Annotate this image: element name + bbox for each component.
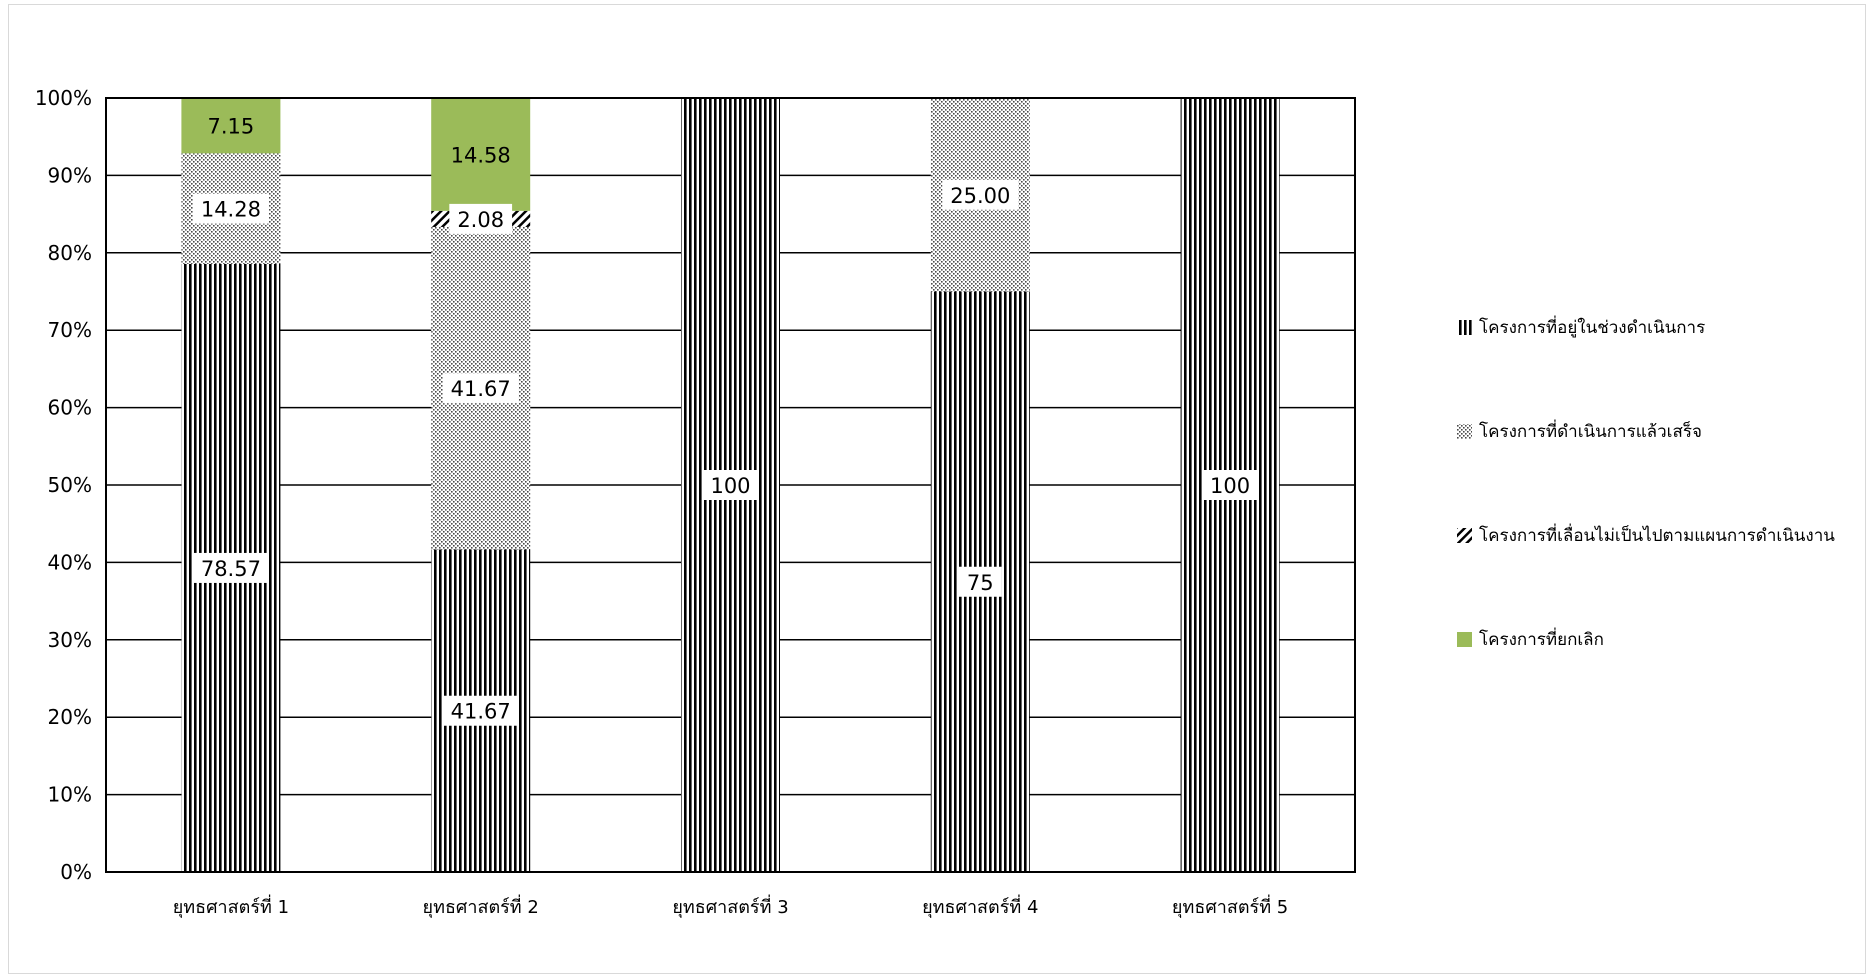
y-tick-label: 0% <box>60 860 92 884</box>
x-tick-label: ยุทธศาสตร์ที่ 2 <box>423 894 539 918</box>
bar-segment <box>181 98 281 154</box>
data-label: 14.28 <box>192 193 269 224</box>
y-tick-label: 70% <box>48 318 92 342</box>
data-label-text: 2.08 <box>457 208 504 232</box>
data-label-box <box>192 552 269 583</box>
y-tick-label: 50% <box>48 473 92 497</box>
data-label-box <box>442 695 519 726</box>
y-tick-label: 90% <box>48 163 92 187</box>
data-label-text: 78.57 <box>201 557 261 581</box>
data-label-box <box>942 179 1019 210</box>
data-label: 25.00 <box>942 179 1019 210</box>
data-label-text: 25.00 <box>950 184 1010 208</box>
data-label-text: 14.28 <box>201 198 261 222</box>
data-label-text: 100 <box>1210 474 1250 498</box>
legend-label: โครงการที่ดำเนินการแล้วเสร็จ <box>1479 419 1702 442</box>
y-tick-label: 30% <box>48 628 92 652</box>
x-tick-label: ยุทธศาสตร์ที่ 3 <box>672 894 788 918</box>
legend-item: โครงการที่อยู่ในช่วงดำเนินการ <box>1457 315 1705 338</box>
legend-label: โครงการที่ยกเลิก <box>1479 627 1604 650</box>
data-label-box <box>958 566 1002 597</box>
legend-item: โครงการที่ยกเลิก <box>1457 627 1604 650</box>
y-tick-label: 60% <box>48 396 92 420</box>
data-label: 100 <box>1202 470 1259 500</box>
legend: โครงการที่อยู่ในช่วงดำเนินการโครงการที่ด… <box>1457 315 1835 650</box>
chart-frame: 0% 10% 20% 30% 40% 50% 60% 70% 80% 90% 100% ยุทธศาส… <box>8 4 1866 974</box>
y-tick-label: 100% <box>35 86 92 110</box>
data-label-box <box>442 373 519 404</box>
legend-item: โครงการที่ดำเนินการแล้วเสร็จ <box>1457 419 1702 442</box>
data-label: 41.67 <box>442 695 519 726</box>
data-label-text: 7.15 <box>208 115 255 139</box>
legend-label: โครงการที่อยู่ในช่วงดำเนินการ <box>1479 315 1705 338</box>
data-label: 14.58 <box>451 143 511 167</box>
data-label-text: 75 <box>967 571 994 595</box>
y-tick-label: 20% <box>48 705 92 729</box>
legend-label: โครงการที่เลื่อนไม่เป็นไปตามแผนการดำเนิน… <box>1479 523 1835 546</box>
axes: 0% 10% 20% 30% 40% 50% 60% 70% 80% 90% 100% ยุทธศาส… <box>35 86 1356 918</box>
legend-item: โครงการที่เลื่อนไม่เป็นไปตามแผนการดำเนิน… <box>1457 523 1835 546</box>
data-labels: 78.57 14.28 7.15 41.67 41.67 2.08 14.58 100 75 25… <box>192 115 1259 726</box>
data-label-box <box>449 203 513 234</box>
legend-swatch <box>1457 320 1472 335</box>
bar-segment <box>431 98 531 211</box>
y-tick-label: 40% <box>48 550 92 574</box>
data-label-text: 14.58 <box>451 143 511 167</box>
legend-swatch <box>1457 528 1472 543</box>
data-label: 75 <box>958 566 1002 597</box>
y-tick-label: 10% <box>48 783 92 807</box>
data-label-box <box>1202 470 1259 500</box>
data-label-box <box>192 193 269 224</box>
y-tick-label: 80% <box>48 241 92 265</box>
x-tick-label: ยุทธศาสตร์ที่ 4 <box>922 894 1038 918</box>
data-label-text: 41.67 <box>451 377 511 401</box>
data-label: 7.15 <box>208 115 255 139</box>
legend-swatch <box>1457 632 1472 647</box>
data-label: 100 <box>702 470 759 500</box>
data-label: 78.57 <box>192 552 269 583</box>
data-label: 2.08 <box>449 203 513 234</box>
data-label-text: 41.67 <box>451 700 511 724</box>
x-tick-label: ยุทธศาสตร์ที่ 1 <box>173 894 289 918</box>
legend-swatch <box>1457 424 1472 439</box>
data-label-box <box>702 470 759 500</box>
data-label-text: 100 <box>710 474 750 498</box>
data-label: 41.67 <box>442 373 519 404</box>
stacked-bar-chart: 0% 10% 20% 30% 40% 50% 60% 70% 80% 90% 100% ยุทธศาส… <box>35 86 1835 918</box>
x-tick-label: ยุทธศาสตร์ที่ 5 <box>1172 894 1288 918</box>
plot-border <box>105 97 1356 873</box>
